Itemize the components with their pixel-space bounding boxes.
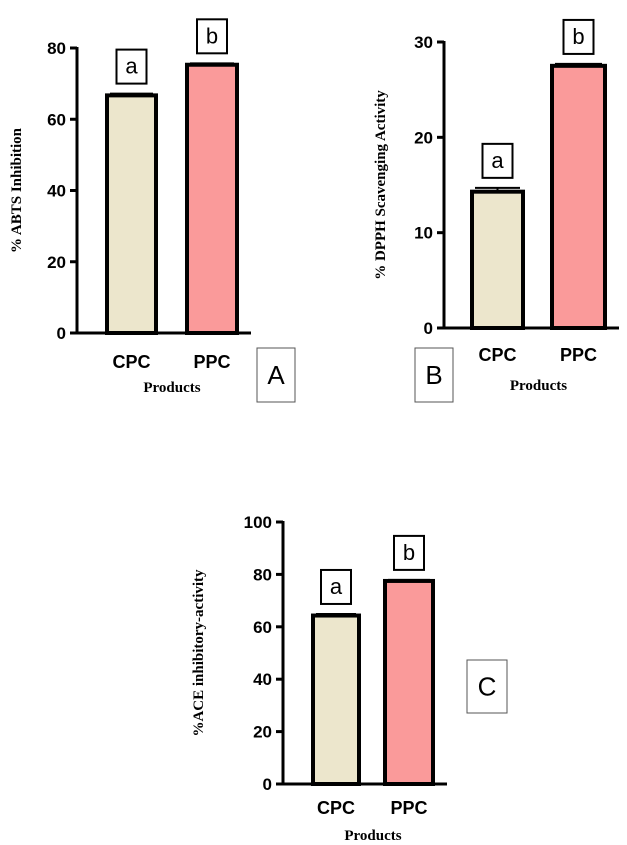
y-tick-label: 60 bbox=[47, 110, 66, 129]
y-axis-title: % ABTS Inhibition bbox=[9, 127, 25, 253]
significance-box-ppc bbox=[562, 18, 595, 55]
y-tick-label: 80 bbox=[253, 565, 272, 584]
y-tick-label: 40 bbox=[253, 670, 272, 689]
panel-label-box bbox=[466, 659, 508, 714]
y-tick-label: 0 bbox=[57, 324, 66, 343]
significance-letter-cpc: a bbox=[491, 148, 504, 173]
bar-ppc bbox=[185, 62, 239, 336]
significance-letter-cpc: a bbox=[330, 574, 343, 599]
y-tick-label: 10 bbox=[414, 224, 433, 243]
x-tick-label-cpc: CPC bbox=[112, 352, 150, 372]
y-tick-label: 20 bbox=[253, 723, 272, 742]
significance-box-cpc bbox=[115, 48, 148, 85]
bar-cpc bbox=[311, 613, 361, 786]
panel-label-box bbox=[256, 347, 296, 403]
panel-label: C bbox=[478, 672, 497, 702]
x-tick-label-cpc: CPC bbox=[317, 798, 355, 818]
panel-b: a CPC b PPC 0 10 20 30 % DPPH Scavenging Activit… bbox=[373, 18, 619, 403]
significance-letter-ppc: b bbox=[206, 23, 218, 48]
x-axis-title: Products bbox=[143, 380, 200, 396]
panel-a: a CPC b PPC 0 20 40 60 80 % ABTS Inhibition Produc… bbox=[9, 18, 296, 403]
y-tick-label: 0 bbox=[263, 775, 272, 794]
bar-cpc bbox=[105, 93, 158, 335]
y-tick-label: 40 bbox=[47, 182, 66, 201]
x-tick-label-ppc: PPC bbox=[390, 798, 427, 818]
significance-letter-cpc: a bbox=[125, 54, 138, 79]
panel-label-box bbox=[414, 347, 454, 403]
significance-box-cpc bbox=[320, 568, 352, 605]
x-tick-label-ppc: PPC bbox=[560, 345, 597, 365]
y-tick-label: 0 bbox=[424, 319, 433, 338]
y-tick-label: 60 bbox=[253, 618, 272, 637]
significance-box-ppc bbox=[393, 534, 425, 571]
x-axis-title: Products bbox=[344, 828, 401, 844]
bar-ppc bbox=[550, 63, 607, 330]
panel-c: a CPC b PPC 0 20 40 60 80 100 %ACE inhibitory-acti… bbox=[191, 513, 508, 844]
x-axis-title: Products bbox=[510, 378, 567, 394]
x-tick-label-ppc: PPC bbox=[193, 352, 230, 372]
significance-box-cpc bbox=[481, 142, 514, 179]
y-tick-label: 20 bbox=[414, 128, 433, 147]
y-axis-title: %ACE inhibitory-activity bbox=[191, 569, 207, 737]
y-axis-title: % DPPH Scavenging Activity bbox=[373, 90, 389, 280]
y-tick-label: 100 bbox=[244, 513, 272, 532]
significance-letter-ppc: b bbox=[403, 540, 415, 565]
significance-box-ppc bbox=[196, 18, 228, 55]
y-tick-label: 80 bbox=[47, 39, 66, 58]
bar-ppc bbox=[383, 578, 435, 787]
y-tick-label: 20 bbox=[47, 253, 66, 272]
panel-label: A bbox=[267, 360, 285, 390]
significance-letter-ppc: b bbox=[572, 24, 584, 49]
bar-cpc bbox=[470, 189, 525, 330]
x-tick-label-cpc: CPC bbox=[478, 345, 516, 365]
panel-label: B bbox=[425, 360, 442, 390]
y-tick-label: 30 bbox=[414, 33, 433, 52]
